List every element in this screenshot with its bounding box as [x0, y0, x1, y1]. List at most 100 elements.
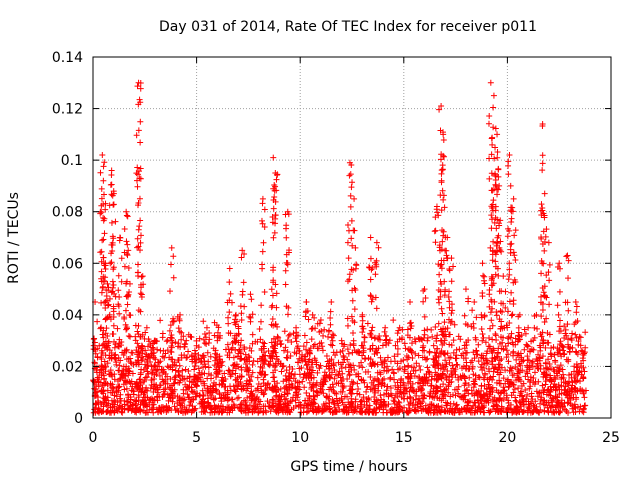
data-point [181, 375, 188, 382]
data-point [436, 106, 443, 113]
data-point [316, 365, 323, 372]
data-point [495, 165, 502, 172]
data-point [189, 403, 196, 410]
data-point [500, 273, 507, 280]
data-point [314, 345, 321, 352]
data-point [528, 338, 535, 345]
data-point [301, 370, 308, 377]
data-point [489, 204, 496, 211]
data-point [227, 290, 234, 297]
data-point [493, 186, 500, 193]
data-point [271, 229, 278, 236]
data-point [495, 220, 502, 227]
data-point [564, 336, 571, 343]
data-point [165, 397, 172, 404]
data-point [283, 367, 290, 374]
data-point [142, 329, 149, 336]
data-point [516, 392, 523, 399]
data-point [225, 320, 232, 327]
data-point [502, 288, 509, 295]
data-point [390, 369, 397, 376]
data-point [305, 316, 312, 323]
data-point [309, 311, 316, 318]
data-point [320, 376, 327, 383]
data-point [515, 350, 522, 357]
data-point [231, 319, 238, 326]
data-point [505, 358, 512, 365]
data-point [341, 393, 348, 400]
data-point [524, 353, 531, 360]
data-point [473, 388, 480, 395]
data-point [391, 394, 398, 401]
data-point [561, 399, 568, 406]
data-point [306, 379, 313, 386]
data-point [384, 363, 391, 370]
data-point [541, 190, 548, 197]
data-point [105, 284, 112, 291]
data-point [137, 217, 144, 224]
data-point [339, 370, 346, 377]
data-point [446, 267, 453, 274]
data-point [453, 346, 460, 353]
data-point [186, 383, 193, 390]
x-tick-label: 10 [291, 430, 309, 446]
data-point [445, 389, 452, 396]
data-point [137, 175, 144, 182]
data-point [565, 356, 572, 363]
data-point [409, 354, 416, 361]
data-point [518, 388, 525, 395]
data-point [537, 400, 544, 407]
data-point [497, 307, 504, 314]
data-point [249, 311, 256, 318]
data-point [455, 383, 462, 390]
data-point [284, 208, 291, 215]
data-point [127, 380, 134, 387]
data-point [533, 388, 540, 395]
data-point [482, 339, 489, 346]
data-point [492, 258, 499, 265]
data-point [383, 387, 390, 394]
data-point [346, 159, 353, 166]
data-point [415, 379, 422, 386]
data-point [140, 281, 147, 288]
data-point [538, 270, 545, 277]
data-point [508, 240, 515, 247]
data-point [133, 132, 140, 139]
data-point [269, 396, 276, 403]
data-point [224, 391, 231, 398]
data-point [547, 376, 554, 383]
data-point [168, 244, 175, 251]
data-point [440, 137, 447, 144]
data-point [275, 334, 282, 341]
data-point [351, 366, 358, 373]
data-point [358, 376, 365, 383]
data-point [270, 397, 277, 404]
data-point [407, 384, 414, 391]
data-point [102, 298, 109, 305]
data-point [249, 369, 256, 376]
data-point [371, 406, 378, 413]
y-tick-label: 0.06 [52, 256, 83, 272]
data-point [350, 379, 357, 386]
data-point [439, 370, 446, 377]
data-point [247, 314, 254, 321]
data-point [165, 404, 172, 411]
data-point [471, 399, 478, 406]
data-point [542, 293, 549, 300]
data-point [513, 356, 520, 363]
data-point [326, 406, 333, 413]
data-point [270, 279, 277, 286]
data-point [100, 403, 107, 410]
data-point [294, 359, 301, 366]
data-point [108, 241, 115, 248]
data-point [436, 299, 443, 306]
data-point [340, 352, 347, 359]
data-point [319, 386, 326, 393]
data-point [226, 265, 233, 272]
data-point [454, 362, 461, 369]
data-point [488, 358, 495, 365]
data-point [351, 227, 358, 234]
data-point [188, 334, 195, 341]
data-point [580, 409, 587, 416]
data-point [255, 409, 262, 416]
